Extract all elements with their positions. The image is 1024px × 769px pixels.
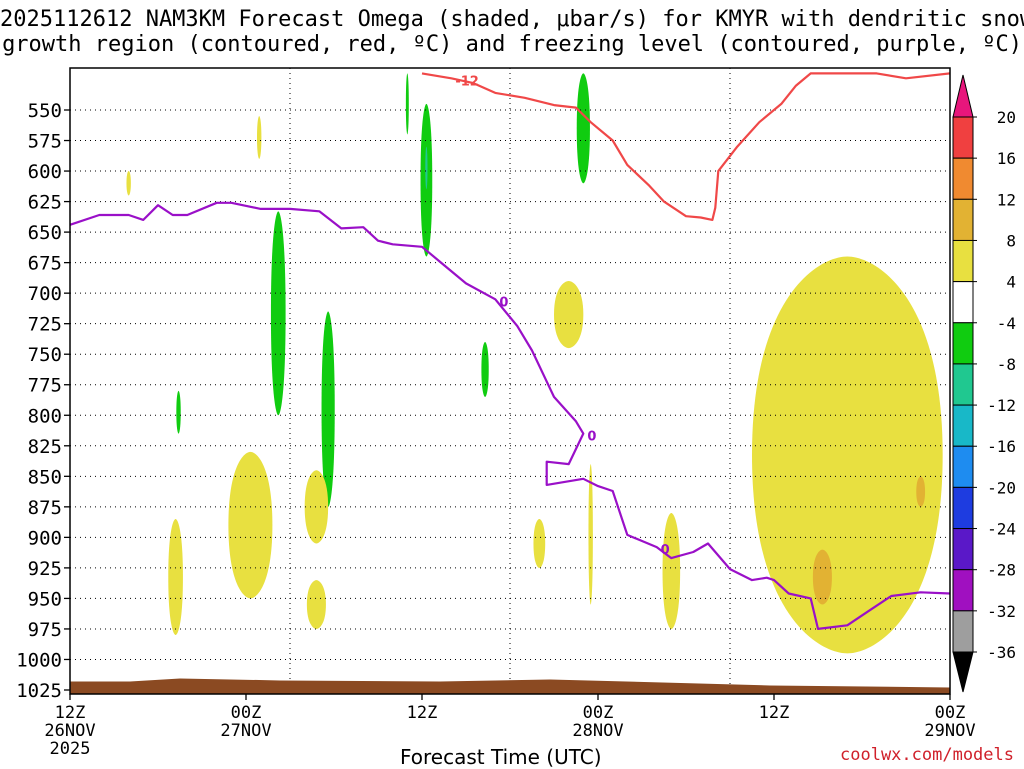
colorbar-segment-5 — [952, 322, 974, 365]
colorbar-label-3: 8 — [1006, 231, 1016, 250]
contour-lines: 0 0 0 -12 — [70, 72, 950, 630]
colorbar-label-5: -4 — [997, 314, 1016, 333]
y-tick-label-1025: 1025 — [16, 680, 62, 702]
yellow-cell-7 — [588, 464, 593, 605]
colorbar-segment-6 — [952, 363, 974, 406]
colorbar-label-6: -8 — [997, 355, 1016, 374]
x-axis-title: Forecast Time (UTC) — [400, 745, 602, 769]
colorbar-label-4: 4 — [1006, 273, 1016, 292]
colorbar-segment-9 — [952, 486, 974, 530]
colorbar-label-10: -24 — [987, 520, 1016, 539]
colorbar-label-7: -12 — [987, 396, 1016, 415]
yellow-cell-1 — [168, 519, 183, 636]
terrain-fill — [70, 678, 950, 694]
orange-cell-1 — [812, 549, 832, 605]
y-tick-label-750: 750 — [28, 344, 62, 366]
yellow-cell-2 — [228, 451, 273, 599]
y-tick-label-850: 850 — [28, 466, 62, 488]
green-cell-2 — [321, 311, 335, 507]
x-tick-label-4-0: 12Z — [759, 703, 790, 723]
colorbar-label-13: -36 — [987, 643, 1016, 662]
x-tick-label-0-1: 26NOV — [44, 721, 95, 741]
colorbar-label-1: 16 — [997, 149, 1016, 168]
yellow-cell-5 — [554, 280, 584, 349]
yellow-cell-6 — [533, 519, 546, 568]
colorbar-label-0: 20 — [997, 108, 1016, 127]
x-tick-label-5-1: 29NOV — [924, 721, 975, 741]
colorbar-segment-3 — [952, 239, 974, 283]
colorbar-bottom-arrow — [952, 651, 974, 693]
yellow-cell-9 — [752, 256, 943, 654]
omega-shaded-regions — [126, 73, 943, 654]
green-cell-7 — [405, 73, 409, 135]
chart-title-line-2: growth region (contoured, red, ºC) and f… — [2, 32, 1022, 57]
y-tick-label-650: 650 — [28, 222, 62, 244]
y-tick-label-875: 875 — [28, 497, 62, 519]
y-tick-label-925: 925 — [28, 558, 62, 580]
credit-text: coolwx.com/models — [840, 745, 1014, 765]
y-tick-label-550: 550 — [28, 100, 62, 122]
dendritic-isotherm-contour — [421, 72, 950, 221]
y-tick-label-600: 600 — [28, 161, 62, 183]
dendritic-label: -12 — [455, 74, 479, 89]
yellow-cell-3 — [304, 470, 329, 544]
freezing-label-1: 0 — [499, 295, 508, 310]
y-tick-label-975: 975 — [28, 619, 62, 641]
colorbar-segment-0 — [952, 116, 974, 159]
y-tick-label-800: 800 — [28, 405, 62, 427]
yellow-cell-11 — [257, 116, 262, 159]
colorbar-segment-2 — [952, 198, 974, 241]
x-tick-label-0-0: 12Z — [55, 703, 86, 723]
colorbar-segment-7 — [952, 404, 974, 447]
x-tick-label-2-0: 12Z — [407, 703, 438, 723]
x-tick-label-3-1: 28NOV — [572, 721, 623, 741]
colorbar-segment-4 — [952, 281, 974, 324]
freezing-label-2: 0 — [587, 430, 596, 445]
y-tick-label-625: 625 — [28, 192, 62, 214]
y-tick-label-700: 700 — [28, 283, 62, 305]
y-tick-label-950: 950 — [28, 588, 62, 610]
teal-core — [425, 146, 428, 190]
x-tick-label-1-1: 27NOV — [220, 721, 271, 741]
y-tick-label-1000: 1000 — [16, 649, 62, 671]
colorbar-segment-1 — [952, 157, 974, 200]
pressure-axis: 550 575 600 625 650 675 700 725 750 775 800 825 850 8… — [16, 100, 70, 702]
colorbar-segment-11 — [952, 569, 974, 612]
green-cell-4 — [576, 73, 590, 184]
colorbar-top-arrow — [952, 74, 974, 118]
colorbar-label-2: 12 — [997, 190, 1016, 209]
yellow-cell-10 — [126, 171, 131, 196]
x-tick-label-1-0: 00Z — [231, 703, 262, 723]
y-tick-label-825: 825 — [28, 436, 62, 458]
plot-frame — [69, 67, 951, 695]
colorbar-label-11: -28 — [987, 561, 1016, 580]
freezing-level-contour — [70, 201, 950, 630]
x-tick-label-3-0: 00Z — [583, 703, 614, 723]
yellow-cell-8 — [662, 512, 681, 629]
green-cell-1 — [270, 211, 286, 416]
orange-cell-2 — [916, 476, 926, 507]
y-tick-label-900: 900 — [28, 527, 62, 549]
y-tick-label-675: 675 — [28, 253, 62, 275]
colorbar-legend: 20 16 12 8 4 -4 -8 -12 -16 -20 -24 -28 -32 -36 — [952, 74, 1016, 693]
yellow-cell-4 — [306, 580, 326, 629]
green-cell-6 — [176, 390, 181, 434]
colorbar-segment-12 — [952, 610, 974, 653]
colorbar-segment-8 — [952, 445, 974, 488]
freezing-label-3: 0 — [661, 543, 670, 558]
green-cell-5 — [481, 342, 489, 397]
colorbar-label-8: -16 — [987, 437, 1016, 456]
y-tick-label-775: 775 — [28, 375, 62, 397]
colorbar-segment-10 — [952, 528, 974, 571]
chart-title-line-1: 2025112612 NAM3KM Forecast Omega (shaded… — [0, 7, 1024, 32]
y-tick-label-575: 575 — [28, 131, 62, 153]
x-tick-label-5-0: 00Z — [935, 703, 966, 723]
x-tick-label-0-2: 2025 — [50, 739, 91, 759]
colorbar-label-9: -20 — [987, 478, 1016, 497]
terrain-surface — [70, 678, 950, 694]
y-tick-label-725: 725 — [28, 314, 62, 336]
colorbar-label-12: -32 — [987, 602, 1016, 621]
